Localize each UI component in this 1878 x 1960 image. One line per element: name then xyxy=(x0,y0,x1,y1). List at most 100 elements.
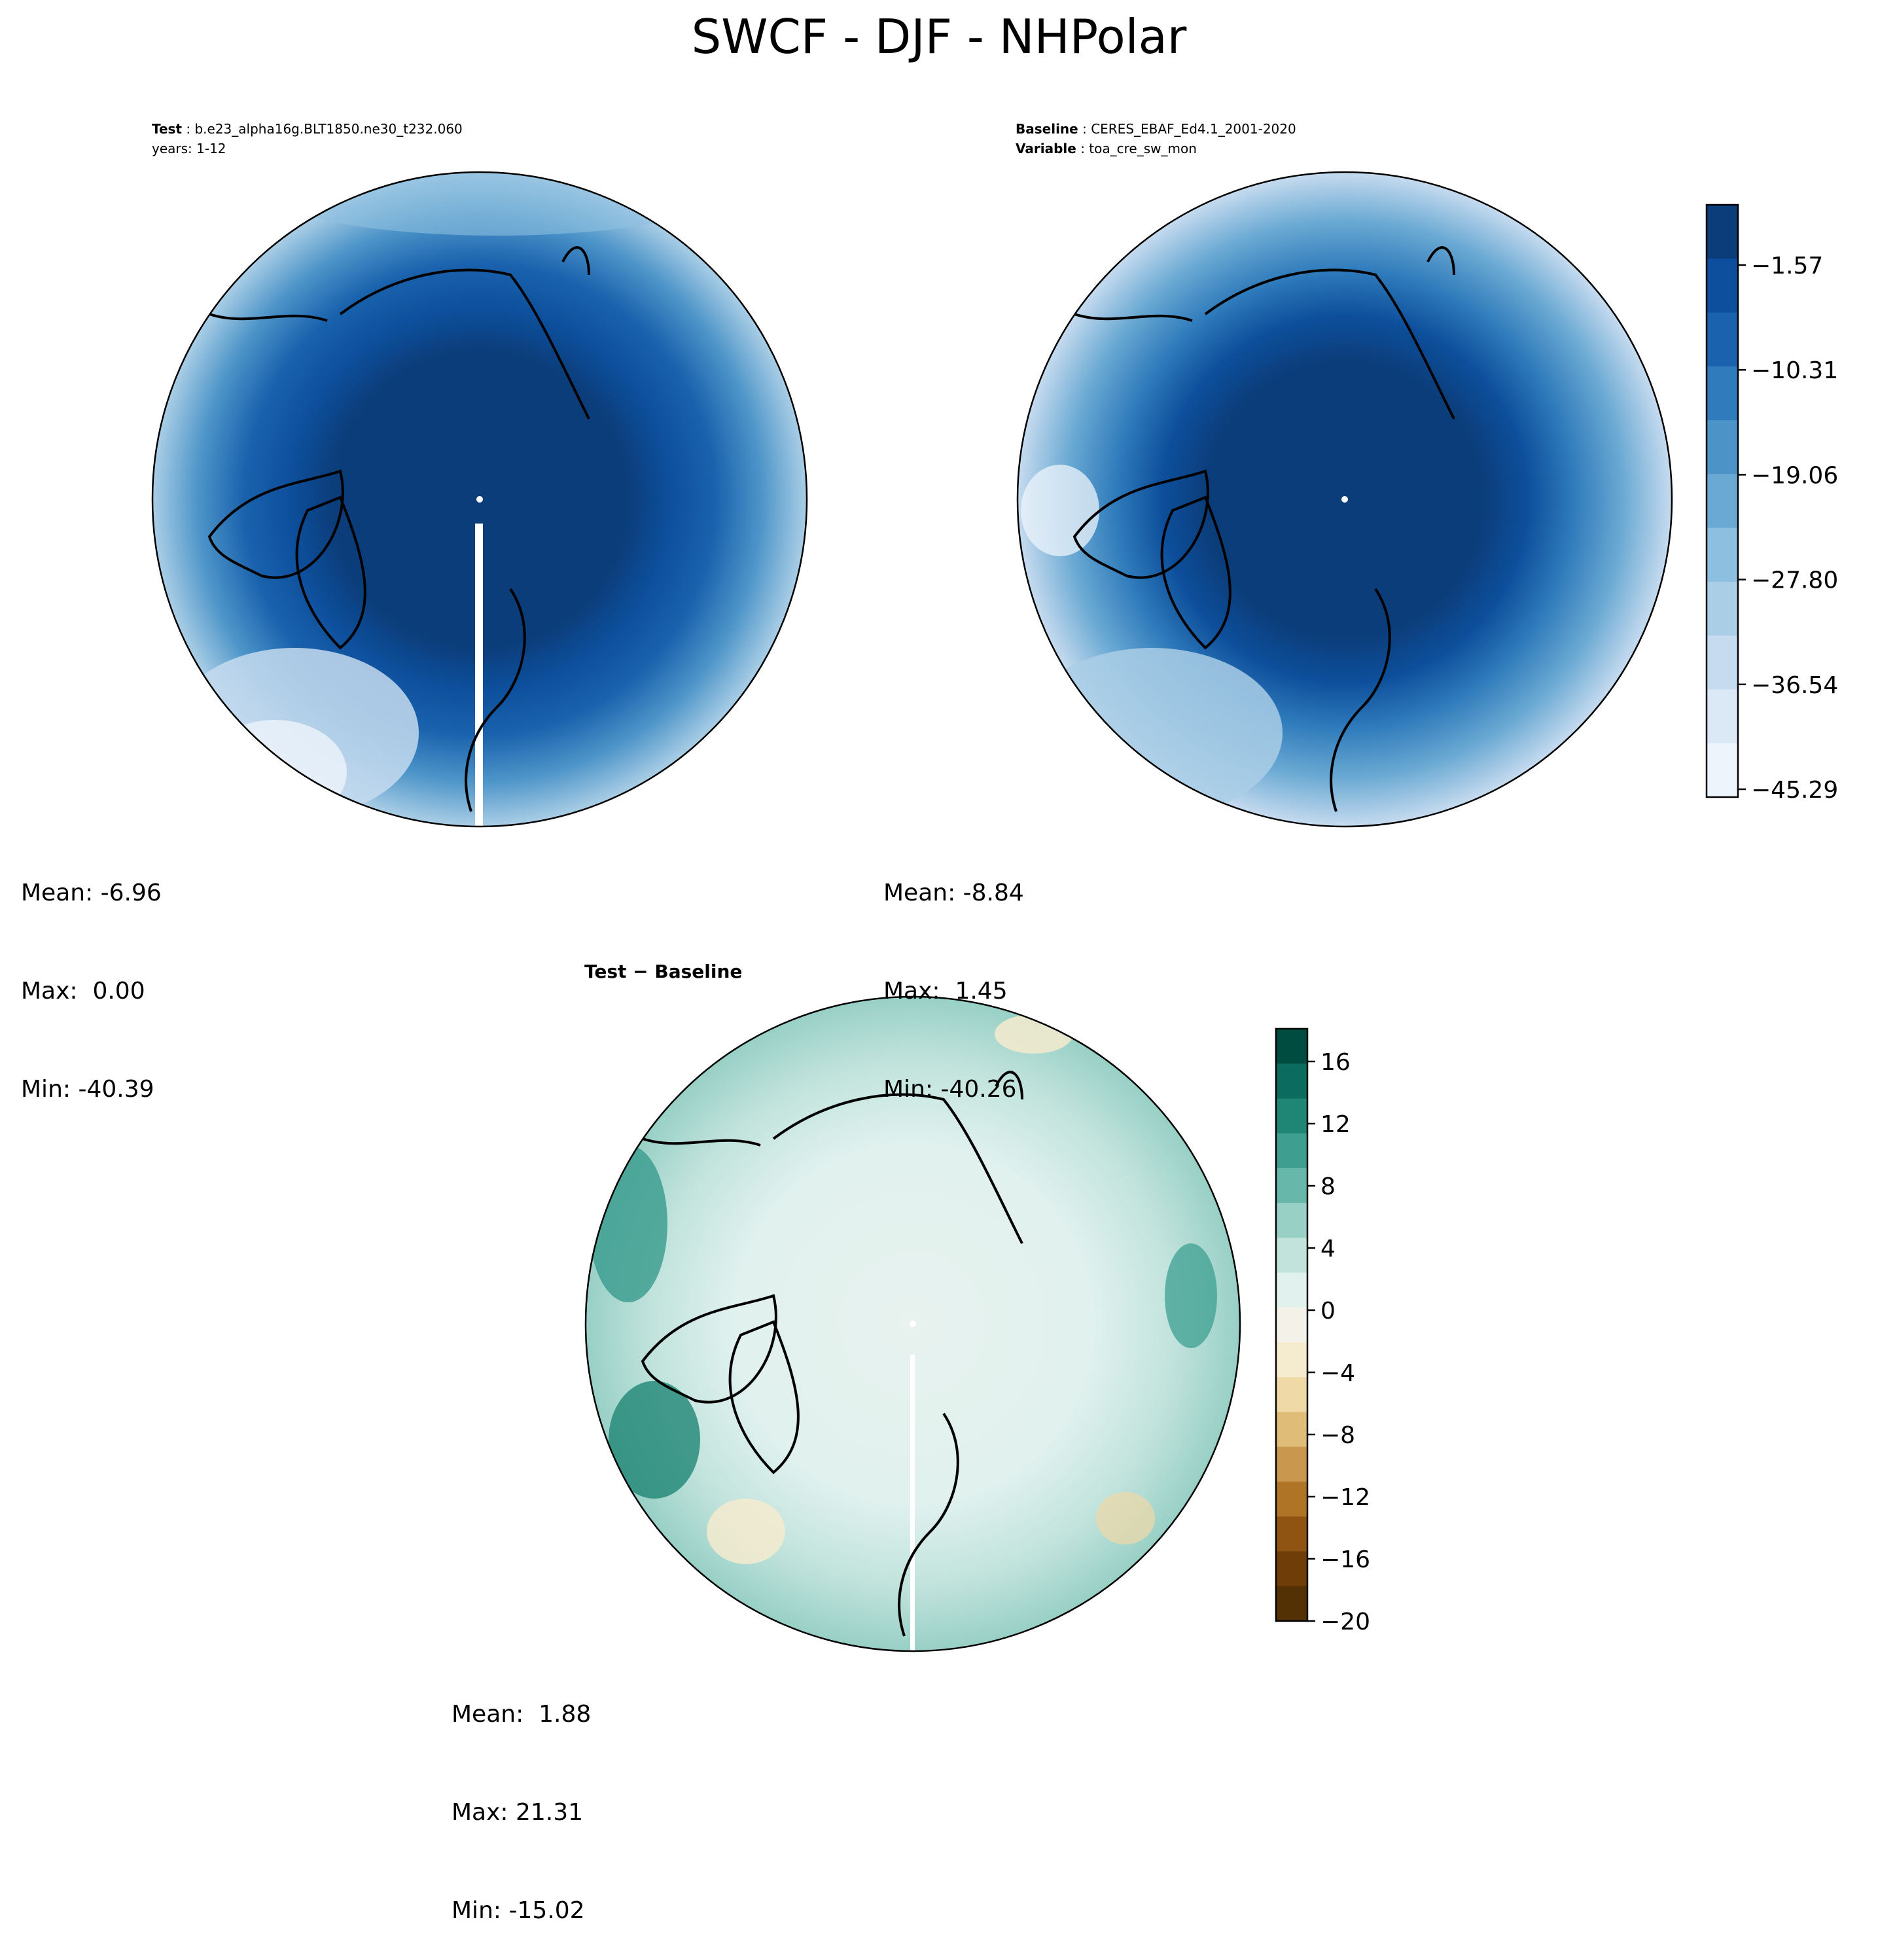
diff-north-pole xyxy=(910,1321,916,1327)
test-coastlines xyxy=(207,246,590,812)
main-colorbar-tick-label: −45.29 xyxy=(1751,777,1838,804)
diff-colorbar-segment xyxy=(1276,1377,1307,1413)
test-map-frame xyxy=(151,171,808,828)
main-colorbar-frame xyxy=(1705,204,1739,798)
baseline-header: Baseline : CERES_EBAF_Ed4.1_2001-2020 xyxy=(1016,119,1296,139)
baseline-north-pole xyxy=(1341,496,1348,503)
diff-colorbar: 16 12 8 4 0 −4 −8 −12 −16 −20 xyxy=(1275,1027,1370,1635)
alaska-coast xyxy=(1426,246,1455,276)
europe-coast xyxy=(898,1412,959,1637)
diff-map-negative-southeast xyxy=(1096,1492,1155,1544)
main-colorbar-tick-label: −10.31 xyxy=(1751,357,1838,384)
diff-map-positive-southwest xyxy=(609,1381,700,1499)
east-asia-coast xyxy=(209,313,328,322)
diff-colorbar-tick-label: 12 xyxy=(1320,1111,1351,1138)
diff-colorbar-segment xyxy=(1276,1133,1307,1169)
main-colorbar-tick-label: −1.57 xyxy=(1751,253,1823,279)
test-stats: Mean: -6.96 Max: 0.00 Min: -40.39 xyxy=(21,811,162,1139)
variable-name: toa_cre_sw_mon xyxy=(1089,141,1197,156)
baseline-mean: Mean: -8.84 xyxy=(883,880,1024,906)
diff-max: Max: 21.31 xyxy=(452,1799,584,1826)
canada-outline xyxy=(641,1294,777,1404)
canada-outline xyxy=(1072,469,1209,579)
diff-colorbar-tick-label: 8 xyxy=(1320,1173,1336,1200)
baseline-map xyxy=(1018,172,1672,827)
test-header: Test : b.e23_alpha16g.BLT1850.ne30_t232.… xyxy=(152,119,463,139)
diff-colorbar-tick-label: −12 xyxy=(1320,1484,1370,1511)
canada-outline xyxy=(207,469,344,579)
baseline-coastlines xyxy=(1072,246,1455,812)
main-colorbar-segment xyxy=(1707,258,1738,313)
test-map-low-core xyxy=(203,720,347,825)
diff-map-positive-east xyxy=(1165,1243,1217,1348)
main-colorbar-segment xyxy=(1707,689,1738,744)
main-colorbar-segment xyxy=(1707,312,1738,367)
diff-colorbar-tick-label: 0 xyxy=(1320,1298,1336,1325)
test-min: Min: -40.39 xyxy=(21,1076,154,1103)
main-colorbar-segment xyxy=(1707,635,1738,690)
europe-coast xyxy=(465,588,526,812)
diff-colorbar-tick-label: −4 xyxy=(1320,1360,1355,1387)
diff-colorbar-segment xyxy=(1276,1029,1307,1064)
baseline-map-low-region xyxy=(1021,648,1283,818)
main-colorbar-tick-label: −27.80 xyxy=(1751,567,1838,594)
main-colorbar-segment xyxy=(1707,366,1738,421)
main-colorbar-segment xyxy=(1707,205,1738,259)
diff-mean: Mean: 1.88 xyxy=(452,1701,592,1728)
diff-colorbar-tick-label: −20 xyxy=(1320,1609,1370,1635)
diff-colorbar-segment xyxy=(1276,1063,1307,1099)
baseline-map-frame xyxy=(1016,171,1673,828)
diff-colorbar-segment xyxy=(1276,1551,1307,1587)
diff-colorbar-tick-label: −8 xyxy=(1320,1422,1355,1449)
europe-coast xyxy=(1330,588,1391,812)
baseline-map-low-west xyxy=(1021,465,1099,556)
alaska-coast xyxy=(561,246,590,276)
alaska-coast xyxy=(995,1071,1023,1100)
greenland-outline xyxy=(1160,495,1231,650)
diff-map-seam xyxy=(910,1355,915,1651)
baseline-stats: Mean: -8.84 Max: 1.45 Min: -40.26 xyxy=(883,811,1024,1139)
test-case-name: b.e23_alpha16g.BLT1850.ne30_t232.060 xyxy=(194,121,463,137)
main-colorbar-segment xyxy=(1707,743,1738,798)
siberia-coast xyxy=(772,1093,1023,1244)
test-years: years: 1-12 xyxy=(152,141,226,156)
siberia-coast xyxy=(1204,268,1455,419)
baseline-case-name: CERES_EBAF_Ed4.1_2001-2020 xyxy=(1091,121,1296,137)
test-map-band-top xyxy=(281,172,713,236)
diff-colorbar-segment xyxy=(1276,1203,1307,1239)
diff-min: Min: -15.02 xyxy=(452,1897,585,1924)
diff-colorbar-segment xyxy=(1276,1586,1307,1622)
test-mean: Mean: -6.96 xyxy=(21,880,162,906)
diff-coastlines xyxy=(641,1071,1023,1637)
east-asia-coast xyxy=(1074,313,1193,322)
main-colorbar-segment xyxy=(1707,527,1738,582)
test-max: Max: 0.00 xyxy=(21,978,145,1005)
diff-colorbar-segment xyxy=(1276,1446,1307,1482)
main-colorbar-segment xyxy=(1707,581,1738,636)
header-separator: : xyxy=(1076,141,1090,156)
siberia-coast xyxy=(339,268,590,419)
diff-stats: Mean: 1.88 Max: 21.31 Min: -15.02 xyxy=(452,1633,591,1960)
baseline-variable: Variable : toa_cre_sw_mon xyxy=(1016,139,1197,158)
diff-title: Test − Baseline xyxy=(584,961,743,982)
header-separator: : xyxy=(182,121,195,137)
diff-map xyxy=(586,997,1240,1651)
diff-colorbar-segment xyxy=(1276,1482,1307,1517)
diff-colorbar-segment xyxy=(1276,1098,1307,1134)
diff-colorbar-segment xyxy=(1276,1167,1307,1203)
main-colorbar-tick-label: −19.06 xyxy=(1751,462,1838,489)
diff-colorbar-segment xyxy=(1276,1342,1307,1378)
main-colorbar-tick-label: −36.54 xyxy=(1751,672,1838,699)
baseline-max: Max: 1.45 xyxy=(883,978,1008,1005)
east-asia-coast xyxy=(642,1137,761,1147)
diff-colorbar-frame xyxy=(1275,1027,1309,1622)
figure-canvas: −1.57 −10.31 −19.06 −27.80 −36.54 −45.29 16 12… xyxy=(151,171,1838,1652)
diff-map-frame xyxy=(584,995,1241,1652)
diff-colorbar-tick-label: 4 xyxy=(1320,1236,1336,1262)
diff-colorbar-tick-label: 16 xyxy=(1320,1049,1351,1076)
main-colorbar: −1.57 −10.31 −19.06 −27.80 −36.54 −45.29 xyxy=(1705,204,1838,804)
diff-colorbar-segment xyxy=(1276,1516,1307,1552)
baseline-min: Min: -40.26 xyxy=(883,1076,1017,1103)
diff-colorbar-tick-label: −16 xyxy=(1320,1546,1370,1573)
diff-colorbar-segment xyxy=(1276,1238,1307,1274)
